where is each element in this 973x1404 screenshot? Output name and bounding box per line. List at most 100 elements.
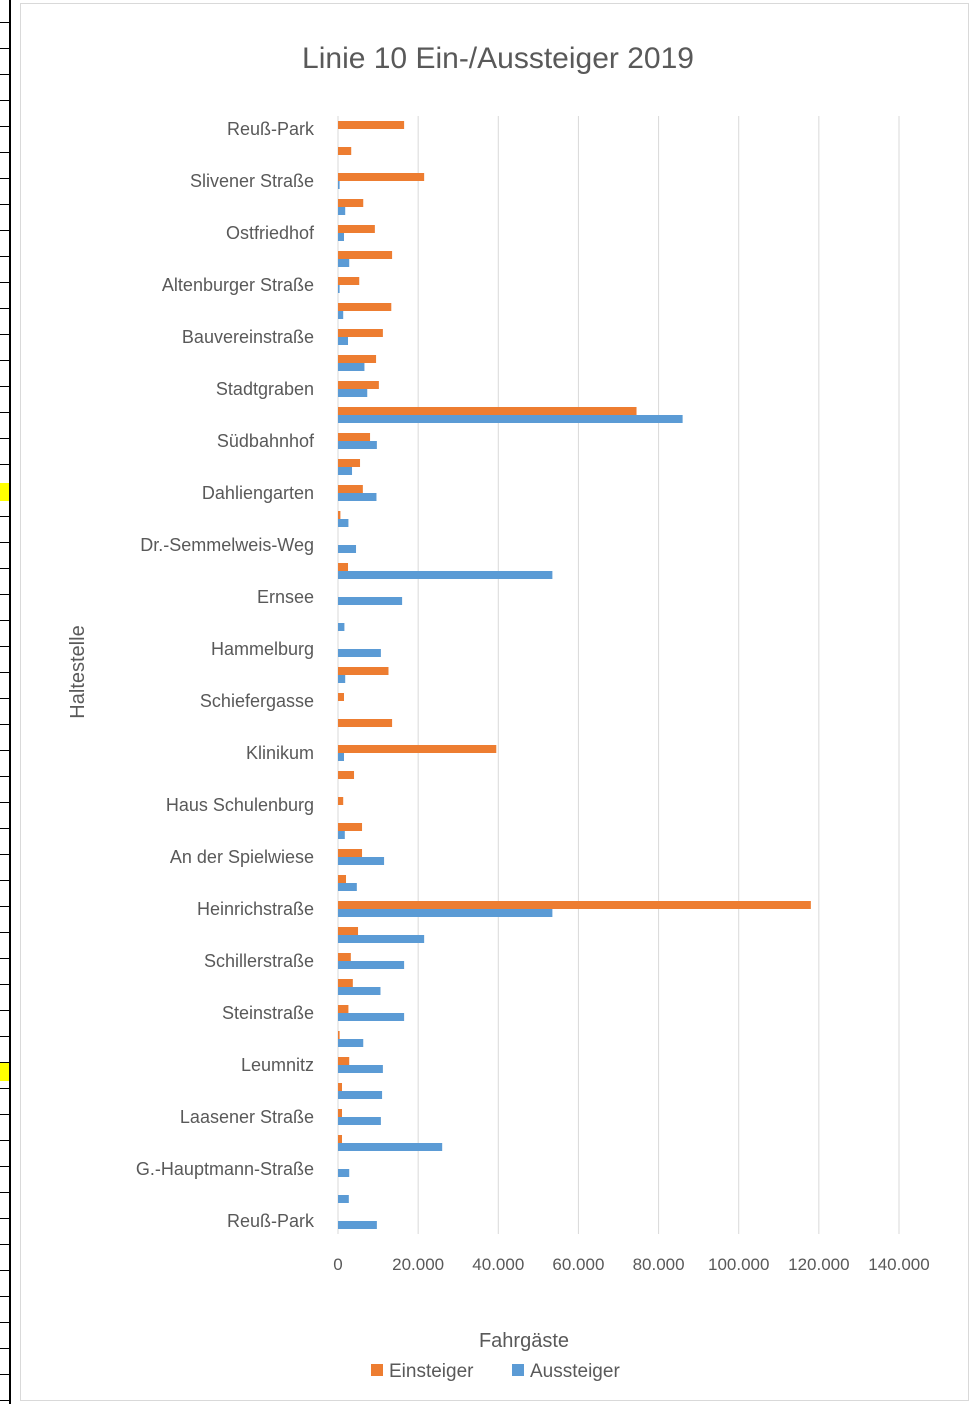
sheet-row-line — [0, 1088, 9, 1089]
x-tick-label: 80.000 — [633, 1255, 685, 1274]
legend-swatch-aussteiger — [512, 1364, 524, 1376]
sheet-row-line — [0, 672, 9, 673]
sheet-row-line — [0, 620, 9, 621]
bar-einsteiger — [338, 927, 359, 935]
category-label: Dr.-Semmelweis-Weg — [140, 535, 314, 555]
chart-frame — [20, 3, 969, 1401]
bar-aussteiger — [338, 207, 346, 215]
sheet-row-line — [0, 178, 9, 179]
category-label: Haus Schulenburg — [166, 795, 314, 815]
x-tick-label: 120.000 — [788, 1255, 849, 1274]
bar-einsteiger — [338, 823, 363, 831]
sheet-row-line — [0, 464, 9, 465]
x-tick-label: 140.000 — [868, 1255, 929, 1274]
bar-aussteiger — [338, 1143, 443, 1151]
x-tick-label: 0 — [333, 1255, 342, 1274]
sheet-row-line — [0, 438, 9, 439]
bar-einsteiger — [338, 173, 425, 181]
bar-aussteiger — [338, 935, 425, 943]
category-label: Hammelburg — [211, 639, 314, 659]
category-label: Slivener Straße — [190, 171, 314, 191]
sheet-row-line — [0, 1244, 9, 1245]
x-tick-label: 60.000 — [552, 1255, 604, 1274]
bar-aussteiger — [338, 441, 377, 449]
sheet-row-line — [0, 854, 9, 855]
bar-aussteiger — [338, 467, 353, 475]
sheet-row-line — [0, 1140, 9, 1141]
legend-label-einsteiger: Einsteiger — [389, 1361, 474, 1382]
bar-einsteiger — [338, 875, 347, 883]
x-tick-labels: 0 20.000 40.000 60.000 80.000 100.000 120.000 1… — [333, 1255, 929, 1274]
category-label: Bauvereinstraße — [182, 327, 314, 347]
sheet-row-line — [0, 100, 9, 101]
chart-title: Linie 10 Ein-/Aussteiger 2019 — [302, 42, 694, 75]
x-tick-label: 20.000 — [392, 1255, 444, 1274]
sheet-row-line — [0, 568, 9, 569]
category-label: Schiefergasse — [200, 691, 314, 711]
category-label: Leumnitz — [241, 1055, 314, 1075]
category-label: Altenburger Straße — [162, 275, 314, 295]
bar-einsteiger — [338, 849, 363, 857]
category-labels: Reuß-Park Slivener Straße Ostfriedhof Alten… — [136, 119, 315, 1231]
category-label: Schillerstraße — [204, 951, 314, 971]
highlighted-cell — [0, 1063, 9, 1081]
bar-aussteiger — [338, 1221, 377, 1229]
bar-einsteiger — [338, 719, 393, 727]
bar-aussteiger — [338, 831, 345, 839]
sheet-row-line — [0, 1270, 9, 1271]
bar-einsteiger — [338, 355, 377, 363]
sheet-row-line — [0, 256, 9, 257]
bar-einsteiger — [338, 485, 363, 493]
x-axis-title: Fahrgäste — [479, 1330, 569, 1352]
bar-aussteiger — [338, 545, 357, 553]
sheet-row-line — [0, 360, 9, 361]
sheet-row-line — [0, 1374, 9, 1375]
category-label: Stadtgraben — [216, 379, 314, 399]
gridlines — [337, 116, 900, 1234]
bar-aussteiger — [338, 415, 683, 423]
bar-aussteiger — [338, 1169, 350, 1177]
sheet-row-line — [0, 1062, 9, 1063]
sheet-row-line — [0, 776, 9, 777]
sheet-row-line — [0, 516, 9, 517]
sheet-row-line — [0, 74, 9, 75]
sheet-row-line — [0, 1400, 9, 1401]
sheet-row-line — [0, 412, 9, 413]
bar-aussteiger — [338, 649, 381, 657]
bars — [338, 121, 811, 1229]
bar-einsteiger — [338, 381, 379, 389]
bar-einsteiger — [338, 901, 811, 909]
legend: Einsteiger Aussteiger — [371, 1361, 620, 1382]
category-label: G.-Hauptmann-Straße — [136, 1159, 314, 1179]
bar-aussteiger — [338, 1013, 405, 1021]
bar-einsteiger — [338, 1109, 343, 1117]
bar-aussteiger — [338, 597, 403, 605]
bar-aussteiger — [338, 753, 345, 761]
sheet-row-line — [0, 386, 9, 387]
sheet-row-line — [0, 698, 9, 699]
bar-aussteiger — [338, 883, 357, 891]
bar-aussteiger — [338, 337, 349, 345]
sheet-row-line — [0, 724, 9, 725]
bar-einsteiger — [338, 979, 353, 987]
sheet-row-line — [0, 22, 9, 23]
bar-einsteiger — [338, 329, 383, 337]
category-label: Laasener Straße — [180, 1107, 314, 1127]
bar-aussteiger — [338, 857, 385, 865]
legend-label-aussteiger: Aussteiger — [530, 1361, 620, 1382]
sheet-row-line — [0, 802, 9, 803]
bar-einsteiger — [338, 745, 497, 753]
category-label: Ostfriedhof — [226, 223, 315, 243]
category-label: Klinikum — [246, 743, 314, 763]
category-label: An der Spielwiese — [170, 847, 314, 867]
x-tick-label: 40.000 — [472, 1255, 524, 1274]
sheet-row-line — [0, 1348, 9, 1349]
bar-einsteiger — [338, 121, 405, 129]
bar-aussteiger — [338, 1065, 383, 1073]
bar-einsteiger — [338, 303, 392, 311]
sheet-row-line — [0, 1322, 9, 1323]
sheet-row-line — [0, 204, 9, 205]
sheet-row-line — [0, 1036, 9, 1037]
bar-aussteiger — [338, 519, 349, 527]
bar-aussteiger — [338, 987, 381, 995]
